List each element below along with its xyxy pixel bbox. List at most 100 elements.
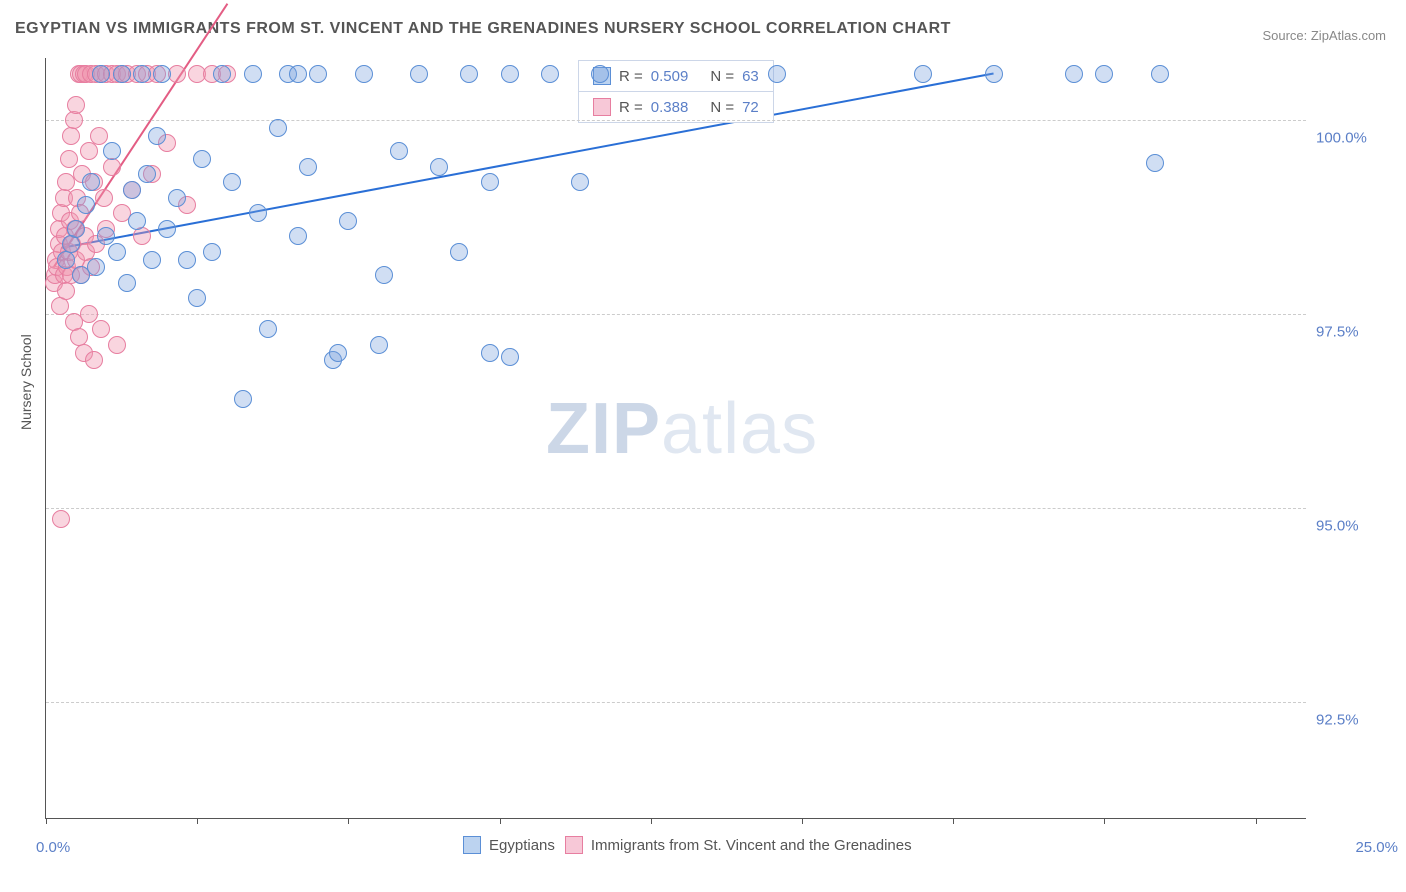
data-point: [133, 227, 151, 245]
data-point: [244, 65, 262, 83]
data-point: [249, 204, 267, 222]
x-tick: [500, 818, 501, 824]
y-tick-label: 95.0%: [1316, 517, 1386, 534]
data-point: [113, 65, 131, 83]
data-point: [390, 142, 408, 160]
data-point: [571, 173, 589, 191]
data-point: [87, 258, 105, 276]
data-point: [501, 348, 519, 366]
data-point: [355, 65, 373, 83]
plot-area: ZIPatlas 0.0% 25.0% R = 0.509N = 63R = 0…: [45, 58, 1306, 819]
data-point: [269, 119, 287, 137]
legend-r-value: 0.388: [651, 99, 689, 116]
legend-n-value: 72: [742, 99, 759, 116]
data-point: [138, 165, 156, 183]
data-point: [123, 181, 141, 199]
gridline: [46, 120, 1306, 121]
legend-r-label: R =: [619, 99, 643, 116]
data-point: [103, 142, 121, 160]
data-point: [128, 212, 146, 230]
x-tick: [953, 818, 954, 824]
legend-n-label: N =: [710, 99, 734, 116]
data-point: [289, 65, 307, 83]
data-point: [108, 336, 126, 354]
data-point: [143, 251, 161, 269]
data-point: [51, 297, 69, 315]
x-tick: [1256, 818, 1257, 824]
data-point: [768, 65, 786, 83]
data-point: [985, 65, 1003, 83]
data-point: [430, 158, 448, 176]
data-point: [213, 65, 231, 83]
data-point: [481, 173, 499, 191]
data-point: [92, 65, 110, 83]
data-point: [67, 96, 85, 114]
data-point: [193, 150, 211, 168]
data-point: [85, 351, 103, 369]
legend-r-value: 0.509: [651, 68, 689, 85]
legend-n-value: 63: [742, 68, 759, 85]
data-point: [108, 243, 126, 261]
data-point: [1095, 65, 1113, 83]
data-point: [95, 189, 113, 207]
data-point: [90, 127, 108, 145]
chart-container: EGYPTIAN VS IMMIGRANTS FROM ST. VINCENT …: [0, 0, 1406, 892]
data-point: [501, 65, 519, 83]
data-point: [309, 65, 327, 83]
data-point: [460, 65, 478, 83]
source-label: Source: ZipAtlas.com: [1262, 28, 1386, 43]
data-point: [541, 65, 559, 83]
data-point: [329, 344, 347, 362]
x-tick: [348, 818, 349, 824]
gridline: [46, 702, 1306, 703]
x-tick: [1104, 818, 1105, 824]
data-point: [103, 158, 121, 176]
data-point: [57, 251, 75, 269]
data-point: [410, 65, 428, 83]
legend-label: Immigrants from St. Vincent and the Gren…: [591, 837, 912, 854]
x-tick: [802, 818, 803, 824]
trend-lines-layer: [46, 58, 1306, 818]
legend-stat-row: R = 0.388 N = 72: [579, 91, 773, 122]
data-point: [914, 65, 932, 83]
data-point: [158, 220, 176, 238]
data-point: [289, 227, 307, 245]
legend-item: Egyptians: [463, 836, 555, 854]
gridline: [46, 314, 1306, 315]
data-point: [178, 251, 196, 269]
legend-swatch: [593, 98, 611, 116]
data-point: [481, 344, 499, 362]
data-point: [153, 65, 171, 83]
data-point: [1146, 154, 1164, 172]
data-point: [62, 127, 80, 145]
data-point: [118, 274, 136, 292]
data-point: [52, 510, 70, 528]
data-point: [60, 150, 78, 168]
data-point: [203, 243, 221, 261]
data-point: [188, 289, 206, 307]
data-point: [92, 320, 110, 338]
y-tick-label: 92.5%: [1316, 711, 1386, 728]
data-point: [259, 320, 277, 338]
data-point: [133, 65, 151, 83]
data-point: [339, 212, 357, 230]
data-point: [375, 266, 393, 284]
data-point: [1151, 65, 1169, 83]
legend-n-label: N =: [710, 68, 734, 85]
y-tick-label: 97.5%: [1316, 323, 1386, 340]
x-tick: [197, 818, 198, 824]
x-tick: [651, 818, 652, 824]
x-axis-label-min: 0.0%: [36, 839, 70, 856]
legend-label: Egyptians: [489, 837, 555, 854]
data-point: [62, 235, 80, 253]
data-point: [80, 305, 98, 323]
data-point: [370, 336, 388, 354]
gridline: [46, 508, 1306, 509]
data-point: [57, 282, 75, 300]
data-point: [77, 196, 95, 214]
x-axis-label-max: 25.0%: [1355, 839, 1398, 856]
y-tick-label: 100.0%: [1316, 130, 1386, 147]
legend-r-label: R =: [619, 68, 643, 85]
data-point: [223, 173, 241, 191]
data-point: [299, 158, 317, 176]
